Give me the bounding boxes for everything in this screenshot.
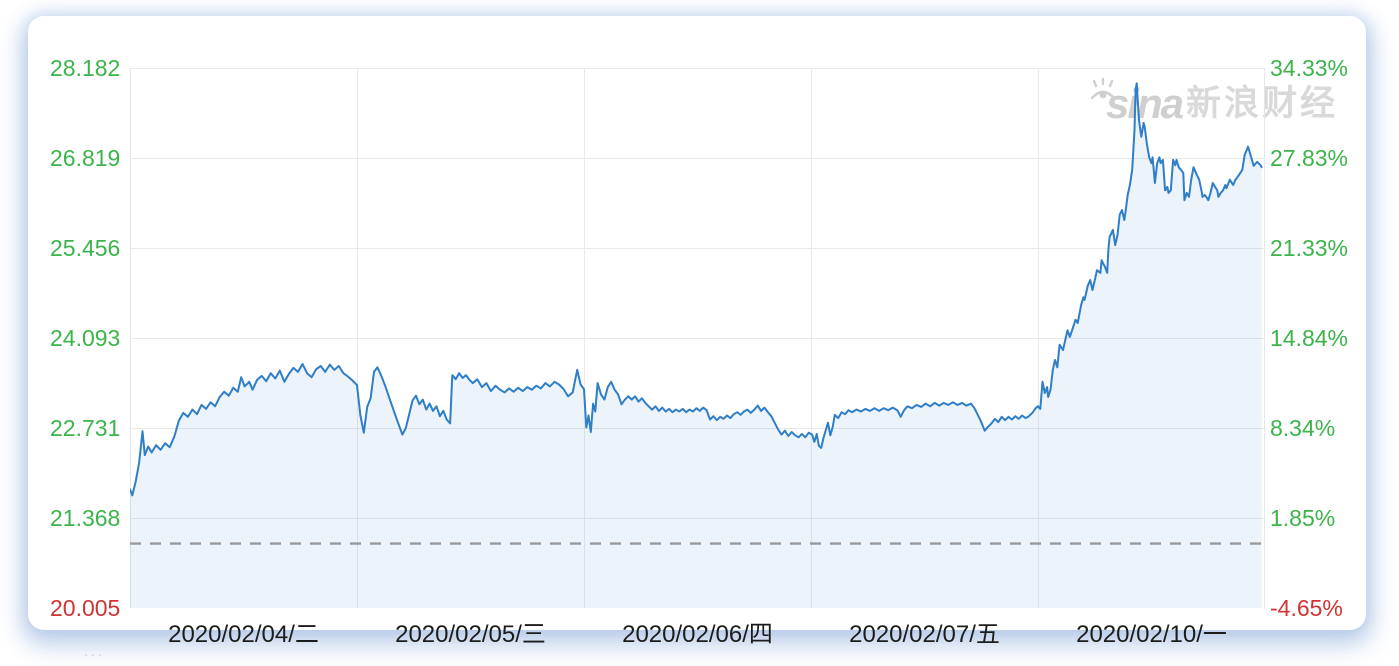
x-axis-tick: 2020/02/06/四 — [622, 621, 773, 648]
left-axis-tick: 26.819 — [50, 145, 121, 171]
sina-finance-watermark-text: 新浪财经 — [1186, 84, 1339, 123]
right-axis-tick: -4.65% — [1270, 595, 1343, 621]
left-axis-tick: 25.456 — [50, 235, 121, 262]
price-area-fill — [130, 83, 1262, 608]
chart-card — [28, 16, 1366, 630]
x-axis-tick: 2020/02/05/三 — [395, 621, 546, 648]
right-axis-tick: 1.85% — [1270, 504, 1336, 531]
sina-logo-text: sina — [1106, 80, 1184, 128]
right-axis-tick: 27.83% — [1270, 145, 1349, 171]
right-axis-tick: 21.33% — [1270, 235, 1349, 262]
price-line — [130, 82, 1263, 497]
left-axis-tick: 24.093 — [50, 325, 121, 352]
left-axis-tick: 21.368 — [50, 504, 121, 531]
clipped-footer-text: ··· — [84, 646, 104, 662]
x-axis-tick: 2020/02/04/二 — [168, 621, 319, 648]
left-axis-tick: 20.005 — [50, 595, 121, 621]
x-axis-tick: 2020/02/10/一 — [1076, 621, 1227, 648]
left-axis-tick: 22.731 — [50, 414, 121, 441]
left-axis-tick: 28.182 — [50, 55, 121, 81]
right-axis-tick: 14.84% — [1270, 325, 1349, 352]
sina-eye-icon — [1086, 76, 1120, 107]
right-axis-tick: 34.33% — [1270, 55, 1349, 81]
sina-watermark: sina 新浪财经 — [1072, 77, 1339, 128]
price-line-chart[interactable] — [130, 68, 1265, 608]
x-axis-tick: 2020/02/07/五 — [849, 621, 1000, 648]
right-axis-tick: 8.34% — [1270, 414, 1336, 441]
